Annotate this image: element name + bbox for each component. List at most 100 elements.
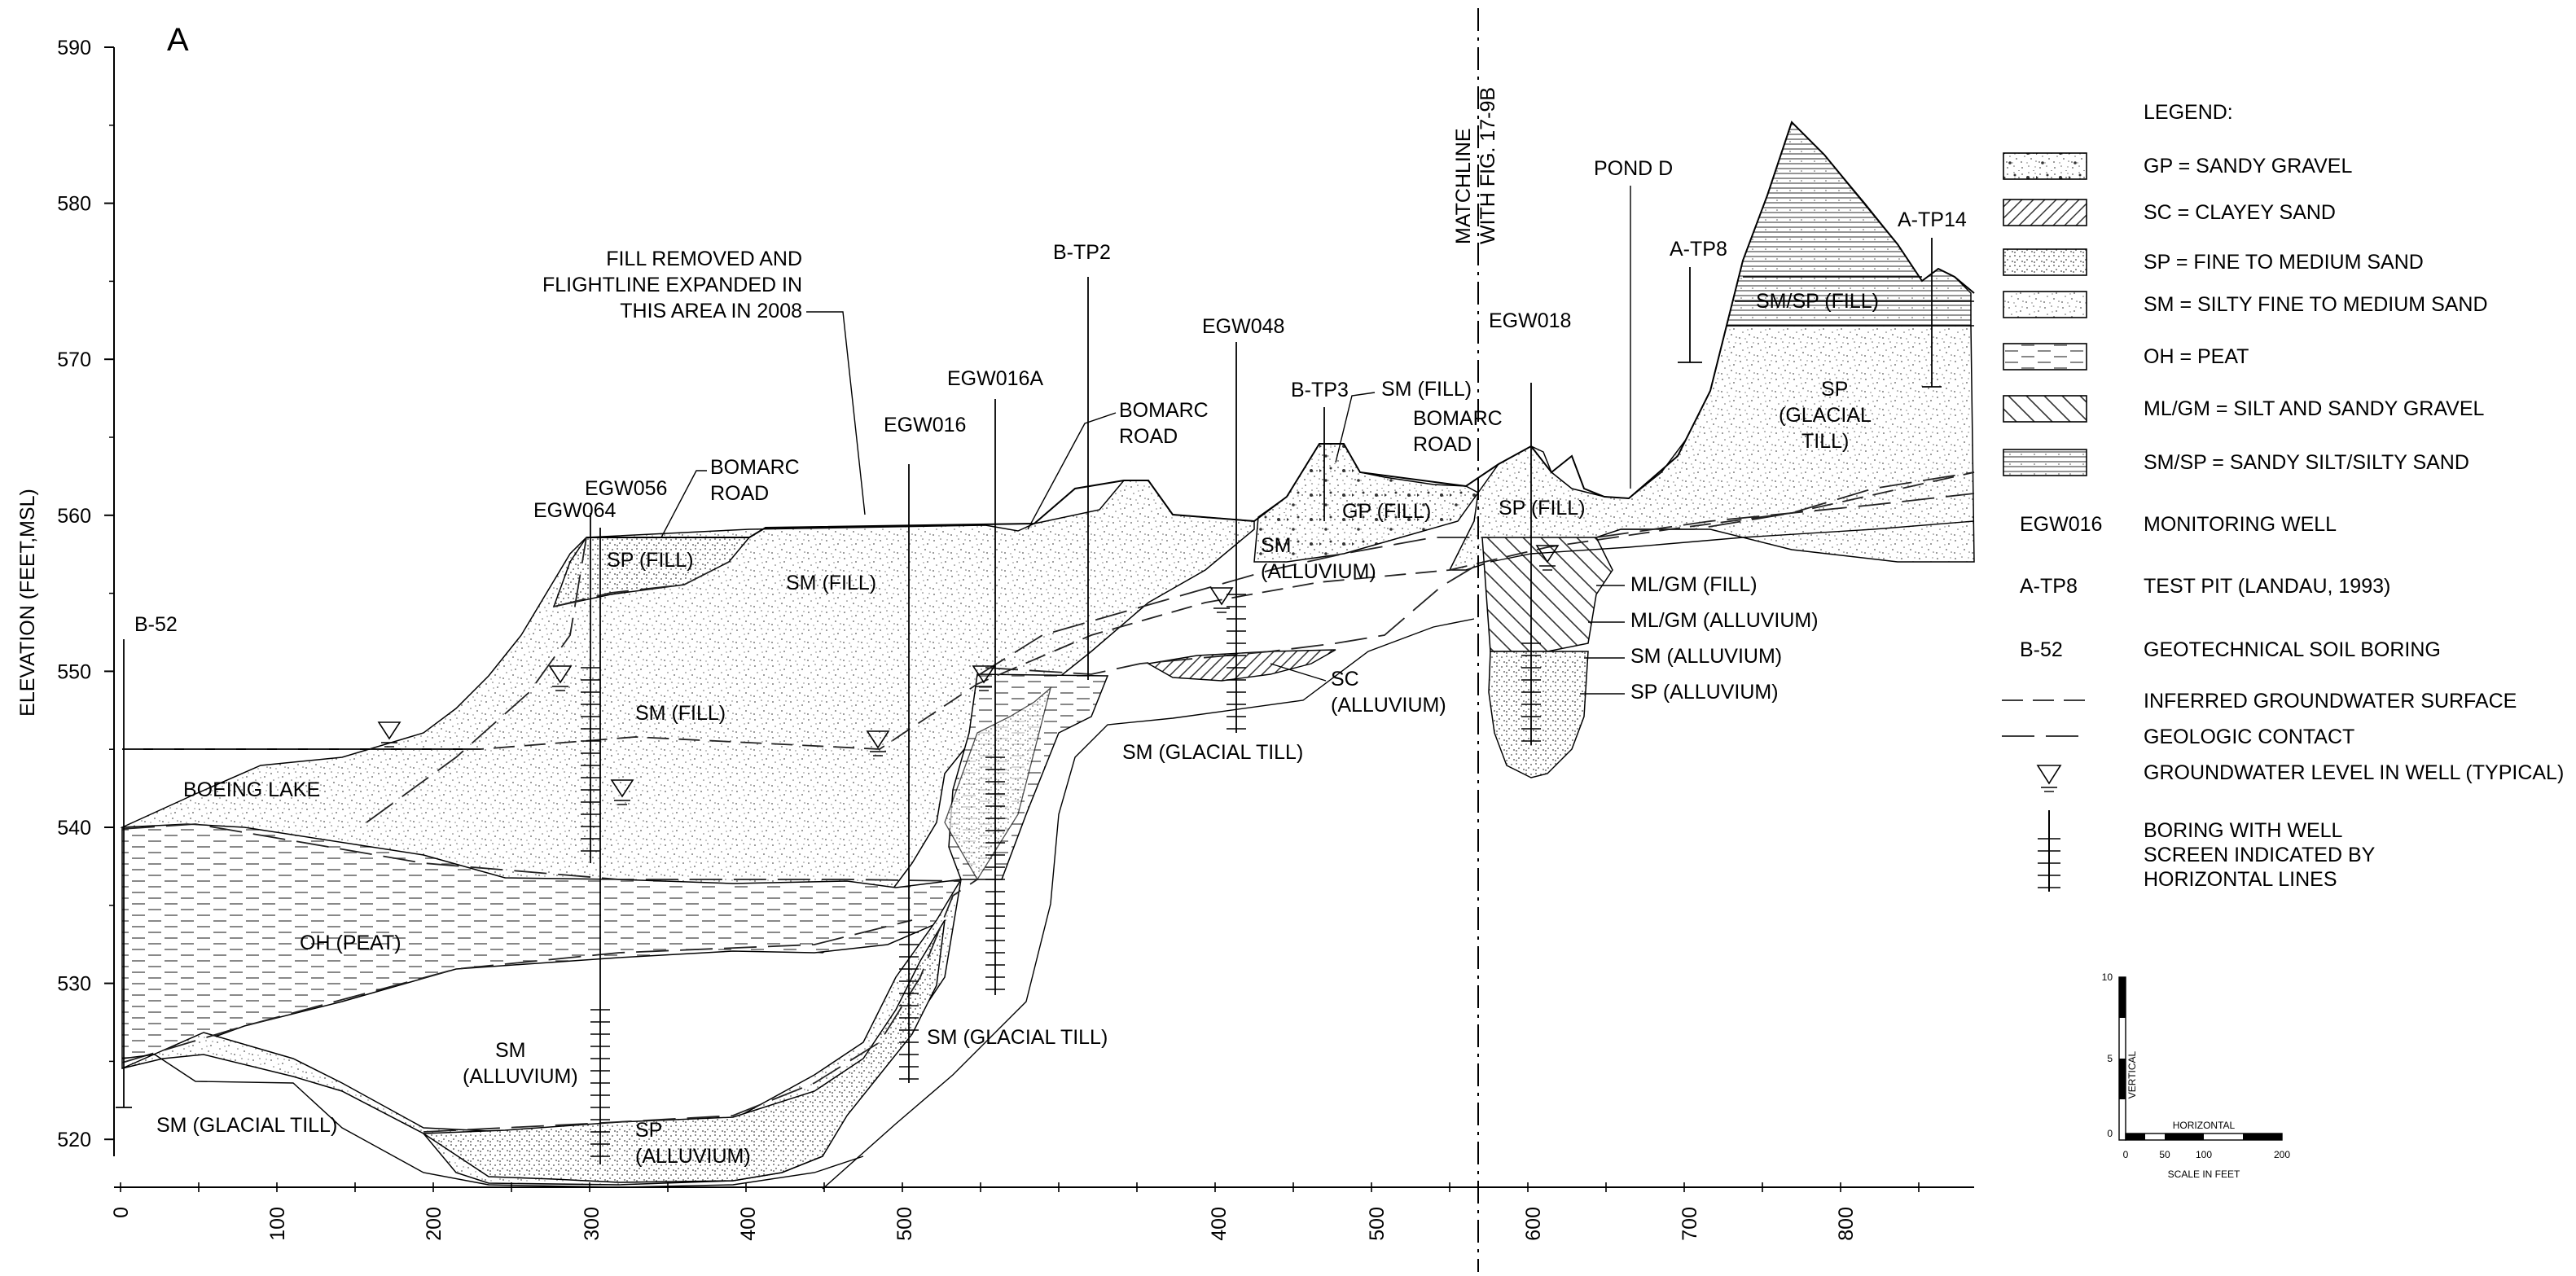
egw018-well <box>1521 383 1541 745</box>
groundwater-markers <box>377 545 1560 805</box>
label-egw048: EGW048 <box>1202 315 1284 338</box>
unit-sm-alluvium-2b: (ALLUVIUM) <box>1261 560 1376 583</box>
label-btp2: B-TP2 <box>1053 241 1111 264</box>
label-egw018: EGW018 <box>1489 309 1571 332</box>
fill-note-line2: FLIGHTLINE EXPANDED IN <box>542 274 802 296</box>
sc-leader <box>1270 663 1327 682</box>
egw048-well <box>1227 342 1246 733</box>
scale-h-tick-50: 50 <box>2159 1149 2170 1160</box>
legend-line-1: GEOLOGIC CONTACT <box>2144 726 2354 748</box>
contact-lines <box>121 121 1975 1190</box>
x-tick-label: 0 <box>110 1207 133 1218</box>
legend-symbol-code: B-52 <box>2020 638 2063 661</box>
bomarc-road-2b: ROAD <box>1119 425 1178 448</box>
contact-alluvium <box>423 879 978 1133</box>
legend-boring-1: SCREEN INDICATED BY <box>2144 844 2376 866</box>
groundwater-level-icon <box>377 721 402 748</box>
unit-sp-glacial-till-c: TILL) <box>1801 430 1849 453</box>
x-tick-label: 500 <box>893 1207 916 1241</box>
unit-sm-glacial-till-3: SM (GLACIAL TILL) <box>1122 741 1303 764</box>
scale-h-tick-100: 100 <box>2196 1149 2212 1160</box>
legend-swatch <box>2003 449 2087 476</box>
x-tick-label: 600 <box>1522 1207 1545 1241</box>
unit-sm-fill-3: SM (FILL) <box>1381 378 1472 401</box>
x-tick-label: 400 <box>737 1207 760 1241</box>
svg-text:MATCHLINEWITH FIG. 17-9B: MATCHLINEWITH FIG. 17-9B <box>1452 87 1499 244</box>
fill-note-line1: FILL REMOVED AND <box>606 248 802 270</box>
label-egw016a: EGW016A <box>947 367 1043 390</box>
contact-peat-top <box>121 823 962 882</box>
smsp-inner-lines <box>1727 276 1974 327</box>
till-top-center <box>822 618 1475 1190</box>
unit-sp-fill-2: SP (FILL) <box>1499 497 1586 520</box>
y-axis: 590 580 570 560 550 540 530 520 ELEVATION (FEET… <box>16 37 115 1156</box>
scale-h-tick-200: 200 <box>2274 1149 2290 1160</box>
unit-sp-glacial-till-b: (GLACIAL <box>1779 404 1872 427</box>
y-tick-label: 570 <box>57 349 91 371</box>
geologic-units <box>120 121 1975 1186</box>
unit-sc-alluvium-b: (ALLUVIUM) <box>1331 694 1446 717</box>
unit-sm-glacial-till-1: SM (GLACIAL TILL) <box>156 1114 337 1137</box>
x-tick-label: 500 <box>1366 1207 1389 1241</box>
contact-peat-bottom <box>121 919 913 1063</box>
unit-sp-fill: SP (FILL) <box>607 549 694 572</box>
unit-sc-alluvium-a: SC <box>1331 668 1359 691</box>
unit-mlgm-fill: ML/GM (FILL) <box>1630 573 1758 596</box>
unit-sp-alluvium-1a: SP <box>635 1119 662 1142</box>
x-tick-label: 100 <box>266 1207 289 1241</box>
unit-sm-fill-2: SM (FILL) <box>635 702 726 725</box>
scale-h-tick-0: 0 <box>2123 1149 2129 1160</box>
bomarc-road-1b: ROAD <box>710 482 769 505</box>
legend-boring-2: HORIZONTAL LINES <box>2144 868 2337 891</box>
mlgm-body <box>1481 537 1613 652</box>
panel-letter: A <box>167 22 189 58</box>
legend-title: LEGEND: <box>2144 101 2233 124</box>
egw016a-well <box>985 399 1005 995</box>
legend-symbol-desc: GEOTECHNICAL SOIL BORING <box>2144 638 2441 661</box>
legend-swatch <box>2003 152 2087 180</box>
legend-item: SM = SILTY FINE TO MEDIUM SAND <box>2144 293 2488 316</box>
fill-note-leader <box>806 311 866 515</box>
legend-symbol-code: A-TP8 <box>2020 575 2078 598</box>
unit-sm-alluvium-1a: SM <box>495 1039 526 1062</box>
unit-sm-glacial-till-2: SM (GLACIAL TILL) <box>927 1026 1108 1049</box>
scale-v-tick-5: 5 <box>2107 1053 2113 1064</box>
contact-right-till <box>1595 493 1975 538</box>
scale-v-tick-10: 10 <box>2102 971 2113 983</box>
y-tick-label: 580 <box>57 193 91 216</box>
legend-swatch <box>2003 199 2087 226</box>
matchline-label: MATCHLINEWITH FIG. 17-9B <box>1452 87 1499 244</box>
annotations: FILL REMOVED AND FLIGHTLINE EXPANDED IN … <box>183 157 1673 801</box>
scale-v-tick-0: 0 <box>2107 1128 2113 1139</box>
x-tick-label: 400 <box>1208 1207 1231 1241</box>
sm-fill-3-leader <box>1335 392 1376 463</box>
unit-gp-fill: GP (FILL) <box>1342 500 1431 523</box>
fill-note-line3: THIS AREA IN 2008 <box>620 300 802 322</box>
contact-center <box>985 561 1483 675</box>
legend-item: OH = PEAT <box>2144 345 2249 368</box>
egw064-well <box>590 528 610 1164</box>
contact-sp-fill <box>553 561 730 607</box>
scale-horizontal-label: HORIZONTAL <box>2173 1120 2236 1131</box>
legend-swatch <box>2003 248 2087 276</box>
bomarc-road-1a: BOMARC <box>710 456 800 479</box>
sp-alluvium-body <box>421 919 946 1183</box>
groundwater-level-icon <box>548 665 573 691</box>
legend-boring-0: BORING WITH WELL <box>2144 819 2343 842</box>
x-axis: 0 100 200 300 400 500 400 500 600 700 800 <box>110 1182 1974 1241</box>
groundwater-level-icon <box>610 779 634 805</box>
label-egw064: EGW064 <box>533 499 617 522</box>
legend-line-2: GROUNDWATER LEVEL IN WELL (TYPICAL) <box>2144 761 2564 784</box>
label-b52: B-52 <box>134 613 178 636</box>
groundwater-level-icon <box>1209 587 1234 613</box>
legend-item: SC = CLAYEY SAND <box>2144 201 2336 224</box>
label-atp8: A-TP8 <box>1670 238 1727 261</box>
legend-boring-symbol <box>2038 810 2060 892</box>
sm-glacial-till-body <box>944 686 1052 881</box>
unit-mlgm-alluvium: ML/GM (ALLUVIUM) <box>1630 609 1819 632</box>
x-tick-label: 300 <box>581 1207 603 1241</box>
groundwater-level-icon <box>972 665 996 691</box>
scale-caption: SCALE IN FEET <box>2168 1169 2240 1180</box>
bomarc-road-3a: BOMARC <box>1413 407 1503 430</box>
